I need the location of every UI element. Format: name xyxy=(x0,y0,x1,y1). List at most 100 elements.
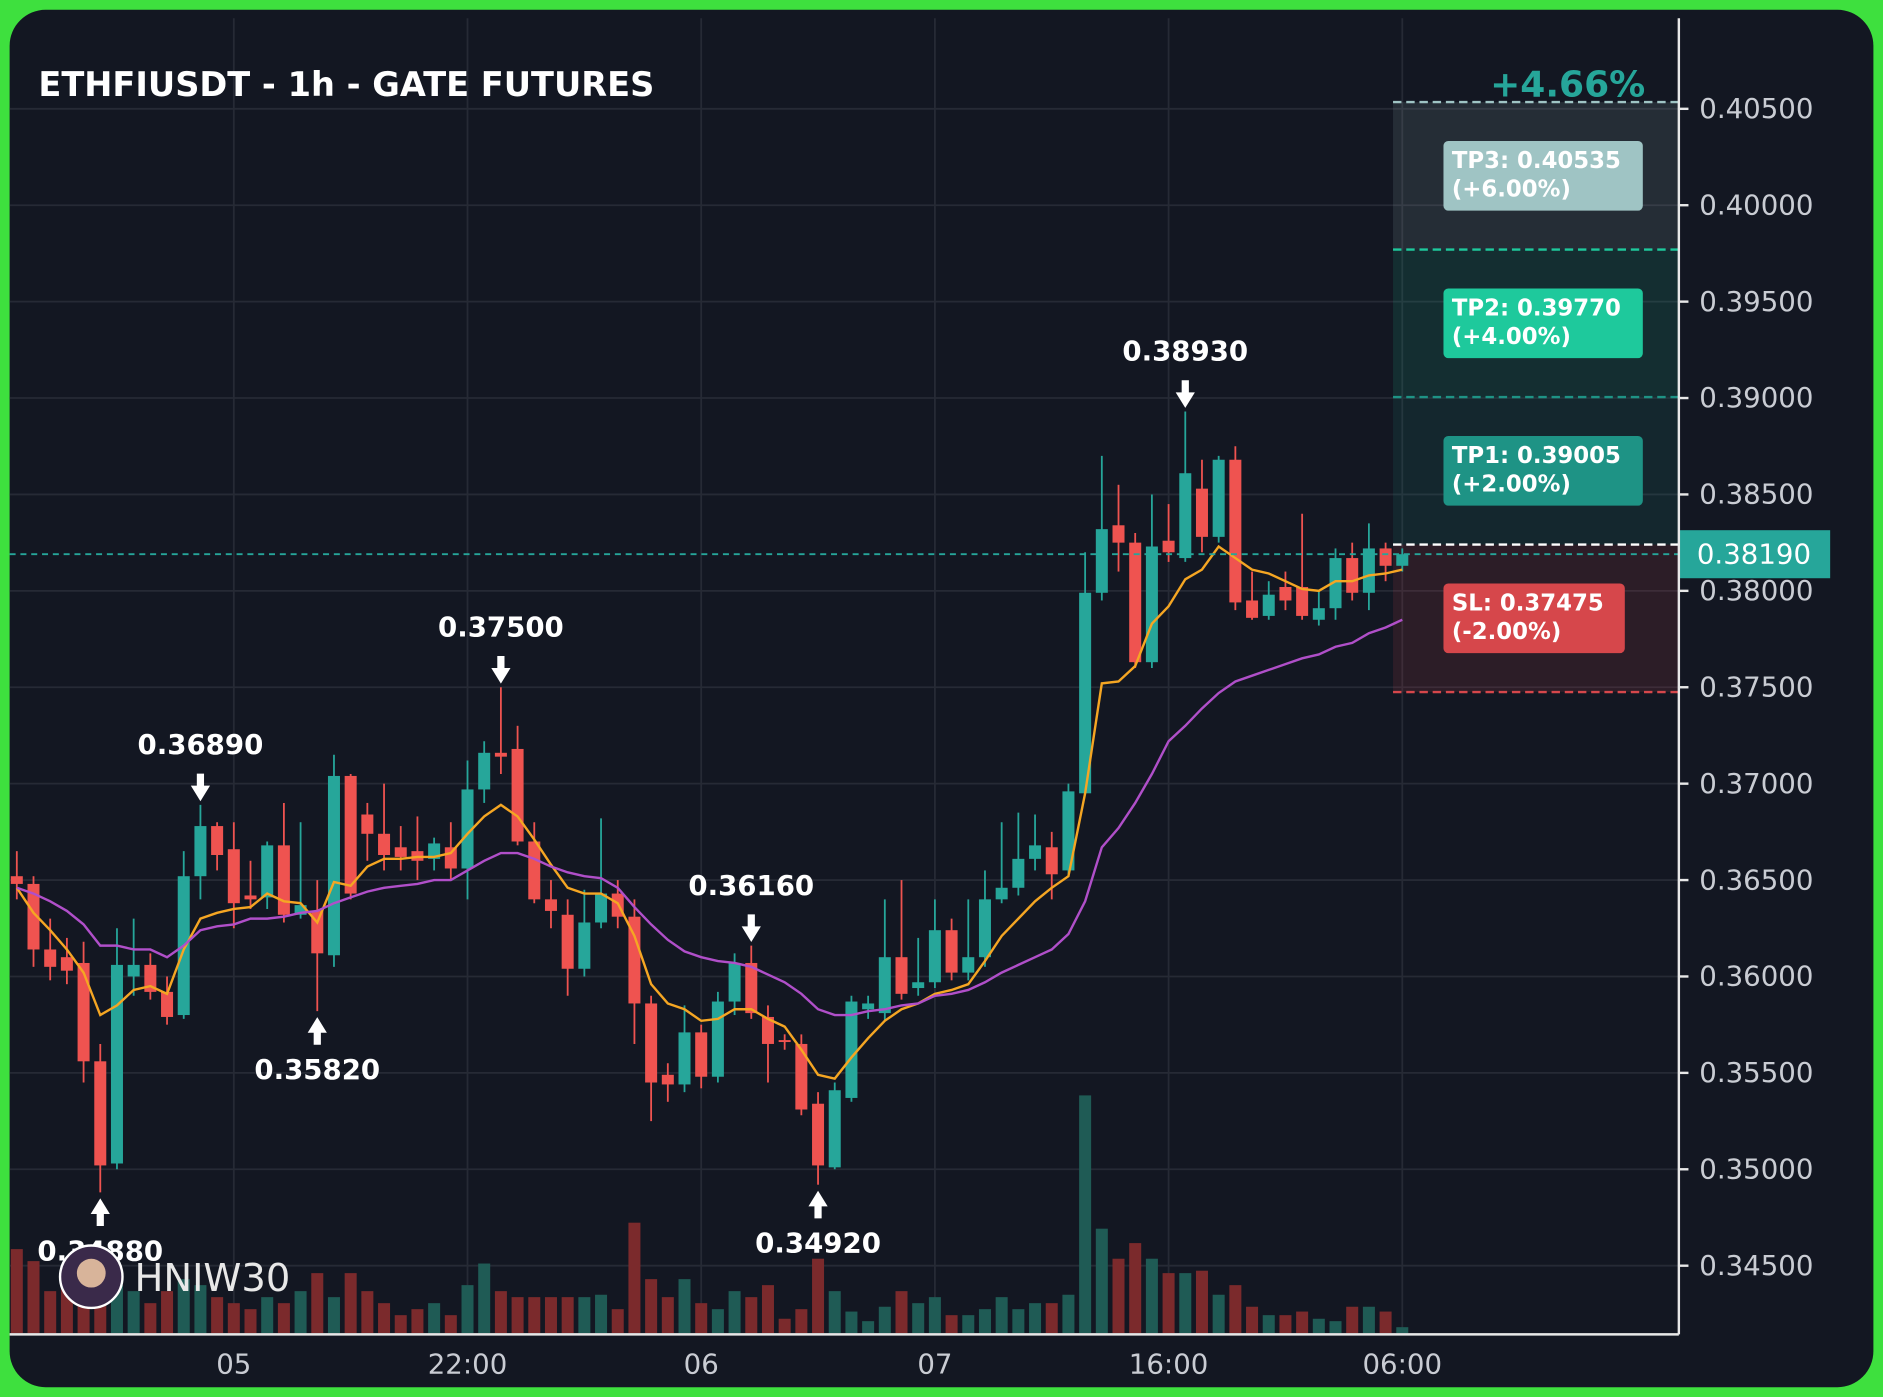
level-pct: (-2.00%) xyxy=(1452,619,1561,645)
candle-body xyxy=(761,1016,774,1044)
volume-bar xyxy=(1012,1309,1025,1334)
volume-bar xyxy=(795,1309,808,1334)
annotation-label: 0.37500 xyxy=(438,610,564,643)
volume-bar xyxy=(1312,1318,1325,1334)
level-label: TP1: 0.39005 xyxy=(1452,443,1621,469)
volume-bar xyxy=(1195,1270,1208,1334)
volume-bar xyxy=(411,1309,424,1334)
x-tick-label: 05 xyxy=(216,1348,251,1381)
volume-bar xyxy=(1212,1294,1225,1334)
volume-bar xyxy=(194,1285,207,1334)
candle-body xyxy=(1095,529,1108,593)
volume-bar xyxy=(44,1291,57,1334)
grid xyxy=(9,18,1689,1334)
y-tick-label: 0.40500 xyxy=(1699,92,1813,125)
volume-bar xyxy=(745,1297,758,1334)
candle-body xyxy=(127,964,140,977)
candles xyxy=(10,411,1409,1193)
candle-body xyxy=(94,1061,107,1166)
candle-body xyxy=(1162,540,1175,553)
candle-body xyxy=(1346,558,1359,593)
candle-body xyxy=(161,991,174,1017)
candle-body xyxy=(1195,488,1208,537)
volume-bar xyxy=(294,1291,307,1334)
volume-bar xyxy=(578,1297,591,1334)
candle-body xyxy=(77,962,90,1062)
candle-body xyxy=(1396,554,1409,566)
volume-bar xyxy=(828,1291,841,1334)
pnl-label: +4.66% xyxy=(1490,65,1645,106)
annotation-arrow xyxy=(741,914,761,943)
volume-bar xyxy=(1079,1095,1092,1334)
candle-body xyxy=(194,826,207,877)
candle-body xyxy=(1029,845,1042,859)
avatar-face xyxy=(76,1258,106,1288)
volume-bar xyxy=(211,1297,224,1334)
y-tick-label: 0.36000 xyxy=(1699,960,1813,993)
last-price-tag xyxy=(1678,530,1831,579)
volume-bar xyxy=(311,1273,324,1334)
candle-body xyxy=(845,1001,858,1098)
candle-body xyxy=(1379,548,1392,566)
volume-bar xyxy=(878,1306,891,1334)
candle-body xyxy=(344,775,357,894)
y-tick-label: 0.34500 xyxy=(1699,1249,1813,1282)
x-tick-label: 06 xyxy=(684,1348,719,1381)
volume-bar xyxy=(227,1303,240,1334)
overlay: TP1: 0.39005 (+2.00%) TP2: 0.39770 (+4.00%)… xyxy=(9,100,1831,1267)
candle-body xyxy=(428,843,441,859)
volume-bar xyxy=(10,1249,23,1334)
candle-body xyxy=(578,922,591,969)
volume-bar xyxy=(461,1285,474,1334)
level-label: TP3: 0.40535 xyxy=(1452,148,1621,174)
candle-body xyxy=(478,752,491,790)
candle-body xyxy=(1312,608,1325,620)
candle-body xyxy=(912,982,925,989)
volume-bar xyxy=(244,1309,257,1334)
x-tick-label: 07 xyxy=(917,1348,952,1381)
volume-bar xyxy=(678,1279,691,1334)
candle-body xyxy=(361,814,374,834)
volume-bar xyxy=(1379,1311,1392,1334)
volume-bar xyxy=(1346,1306,1359,1334)
volume-bar xyxy=(711,1309,724,1334)
volume-bar xyxy=(611,1309,624,1334)
candle-body xyxy=(444,847,457,869)
volume-bar xyxy=(494,1291,507,1334)
y-tick-label: 0.35000 xyxy=(1699,1152,1813,1185)
x-tick-label: 16:00 xyxy=(1129,1348,1209,1381)
level-box xyxy=(1443,288,1643,359)
candle-body xyxy=(1296,586,1309,616)
candle-body xyxy=(995,887,1008,900)
annotation-arrow xyxy=(808,1190,828,1219)
candle-body xyxy=(1045,847,1058,875)
candle-body xyxy=(1279,586,1292,601)
volume-bar xyxy=(928,1297,941,1334)
candle-body xyxy=(44,949,57,967)
candle-body xyxy=(277,845,290,915)
level-pct: (+4.00%) xyxy=(1452,324,1571,350)
candle-body xyxy=(1129,542,1142,663)
annotation-label: 0.35820 xyxy=(254,1053,380,1086)
candle-body xyxy=(544,899,557,911)
volume-bar xyxy=(544,1297,557,1334)
candle-body xyxy=(1212,459,1225,537)
candle-body xyxy=(394,847,407,857)
volume-bar xyxy=(261,1297,274,1334)
annotation-arrow xyxy=(491,656,511,684)
candle-body xyxy=(895,957,908,994)
volume-bar xyxy=(1246,1306,1259,1334)
chart-title: ETHFIUSDT - 1h - GATE FUTURES xyxy=(38,65,654,104)
volume-bar xyxy=(561,1297,574,1334)
candle-body xyxy=(678,1032,691,1085)
annotation-label: 0.36160 xyxy=(688,869,814,902)
volume-bar xyxy=(862,1321,875,1334)
annotation-arrow xyxy=(307,1017,327,1045)
level-box xyxy=(1443,583,1625,654)
watermark: HNIW30 xyxy=(135,1256,291,1301)
candle-body xyxy=(1229,459,1242,603)
volume-bar xyxy=(628,1222,641,1334)
volume-bar xyxy=(1262,1315,1275,1334)
panel xyxy=(9,9,1874,1388)
